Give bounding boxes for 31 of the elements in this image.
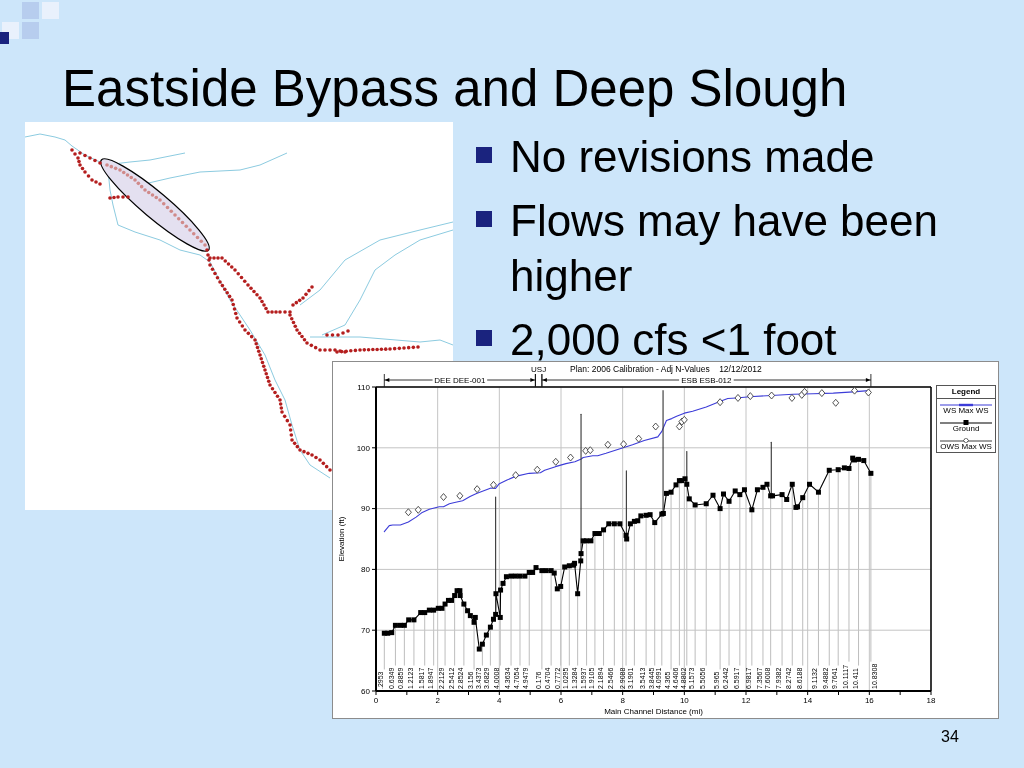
text: Flows may have been higher: [510, 196, 938, 300]
x-tick-label: 12: [741, 695, 751, 705]
legend-label: OWS Max WS: [940, 442, 992, 451]
legend-label: WS Max WS: [943, 406, 989, 415]
x-tick-label: 0: [373, 695, 379, 705]
y-tick-label: 60: [361, 686, 371, 696]
legend-title: Legend: [951, 387, 981, 396]
text: 34: [941, 728, 959, 745]
x-tick-label: 2: [435, 695, 441, 705]
y-tick-label: 70: [361, 626, 371, 636]
text: USJ: [531, 365, 547, 374]
y-tick-label: 80: [361, 565, 371, 575]
text: No revisions made: [510, 132, 875, 181]
chart-title: Eastside Bypass and Deep Slough: [62, 60, 848, 117]
chart-subtitle: Plan: 2006 Calibration - Adj N-Values 12/12/2012: [570, 364, 762, 374]
x-tick-label: 18: [926, 695, 936, 705]
x-axis-title: Main Channel Distance (mi): [604, 707, 704, 716]
x-tick-label: 10: [679, 695, 690, 705]
legend-label: Ground: [952, 424, 980, 433]
y-tick-label: 110: [357, 382, 371, 392]
y-tick-label: 90: [361, 504, 371, 514]
text: 2,000 cfs <1 foot: [510, 315, 837, 364]
y-tick-label: 100: [356, 443, 371, 453]
x-tick-label: 6: [558, 695, 564, 705]
text: ESB ESB-012: [681, 376, 733, 385]
text: DEE DEE-001: [434, 376, 486, 385]
y-axis-title: Elevation (ft): [337, 516, 346, 562]
x-tick-label: 8: [620, 695, 626, 705]
x-tick-label: 4: [497, 695, 503, 705]
x-tick-label: 14: [803, 695, 813, 705]
x-tick-label: 16: [864, 695, 875, 705]
